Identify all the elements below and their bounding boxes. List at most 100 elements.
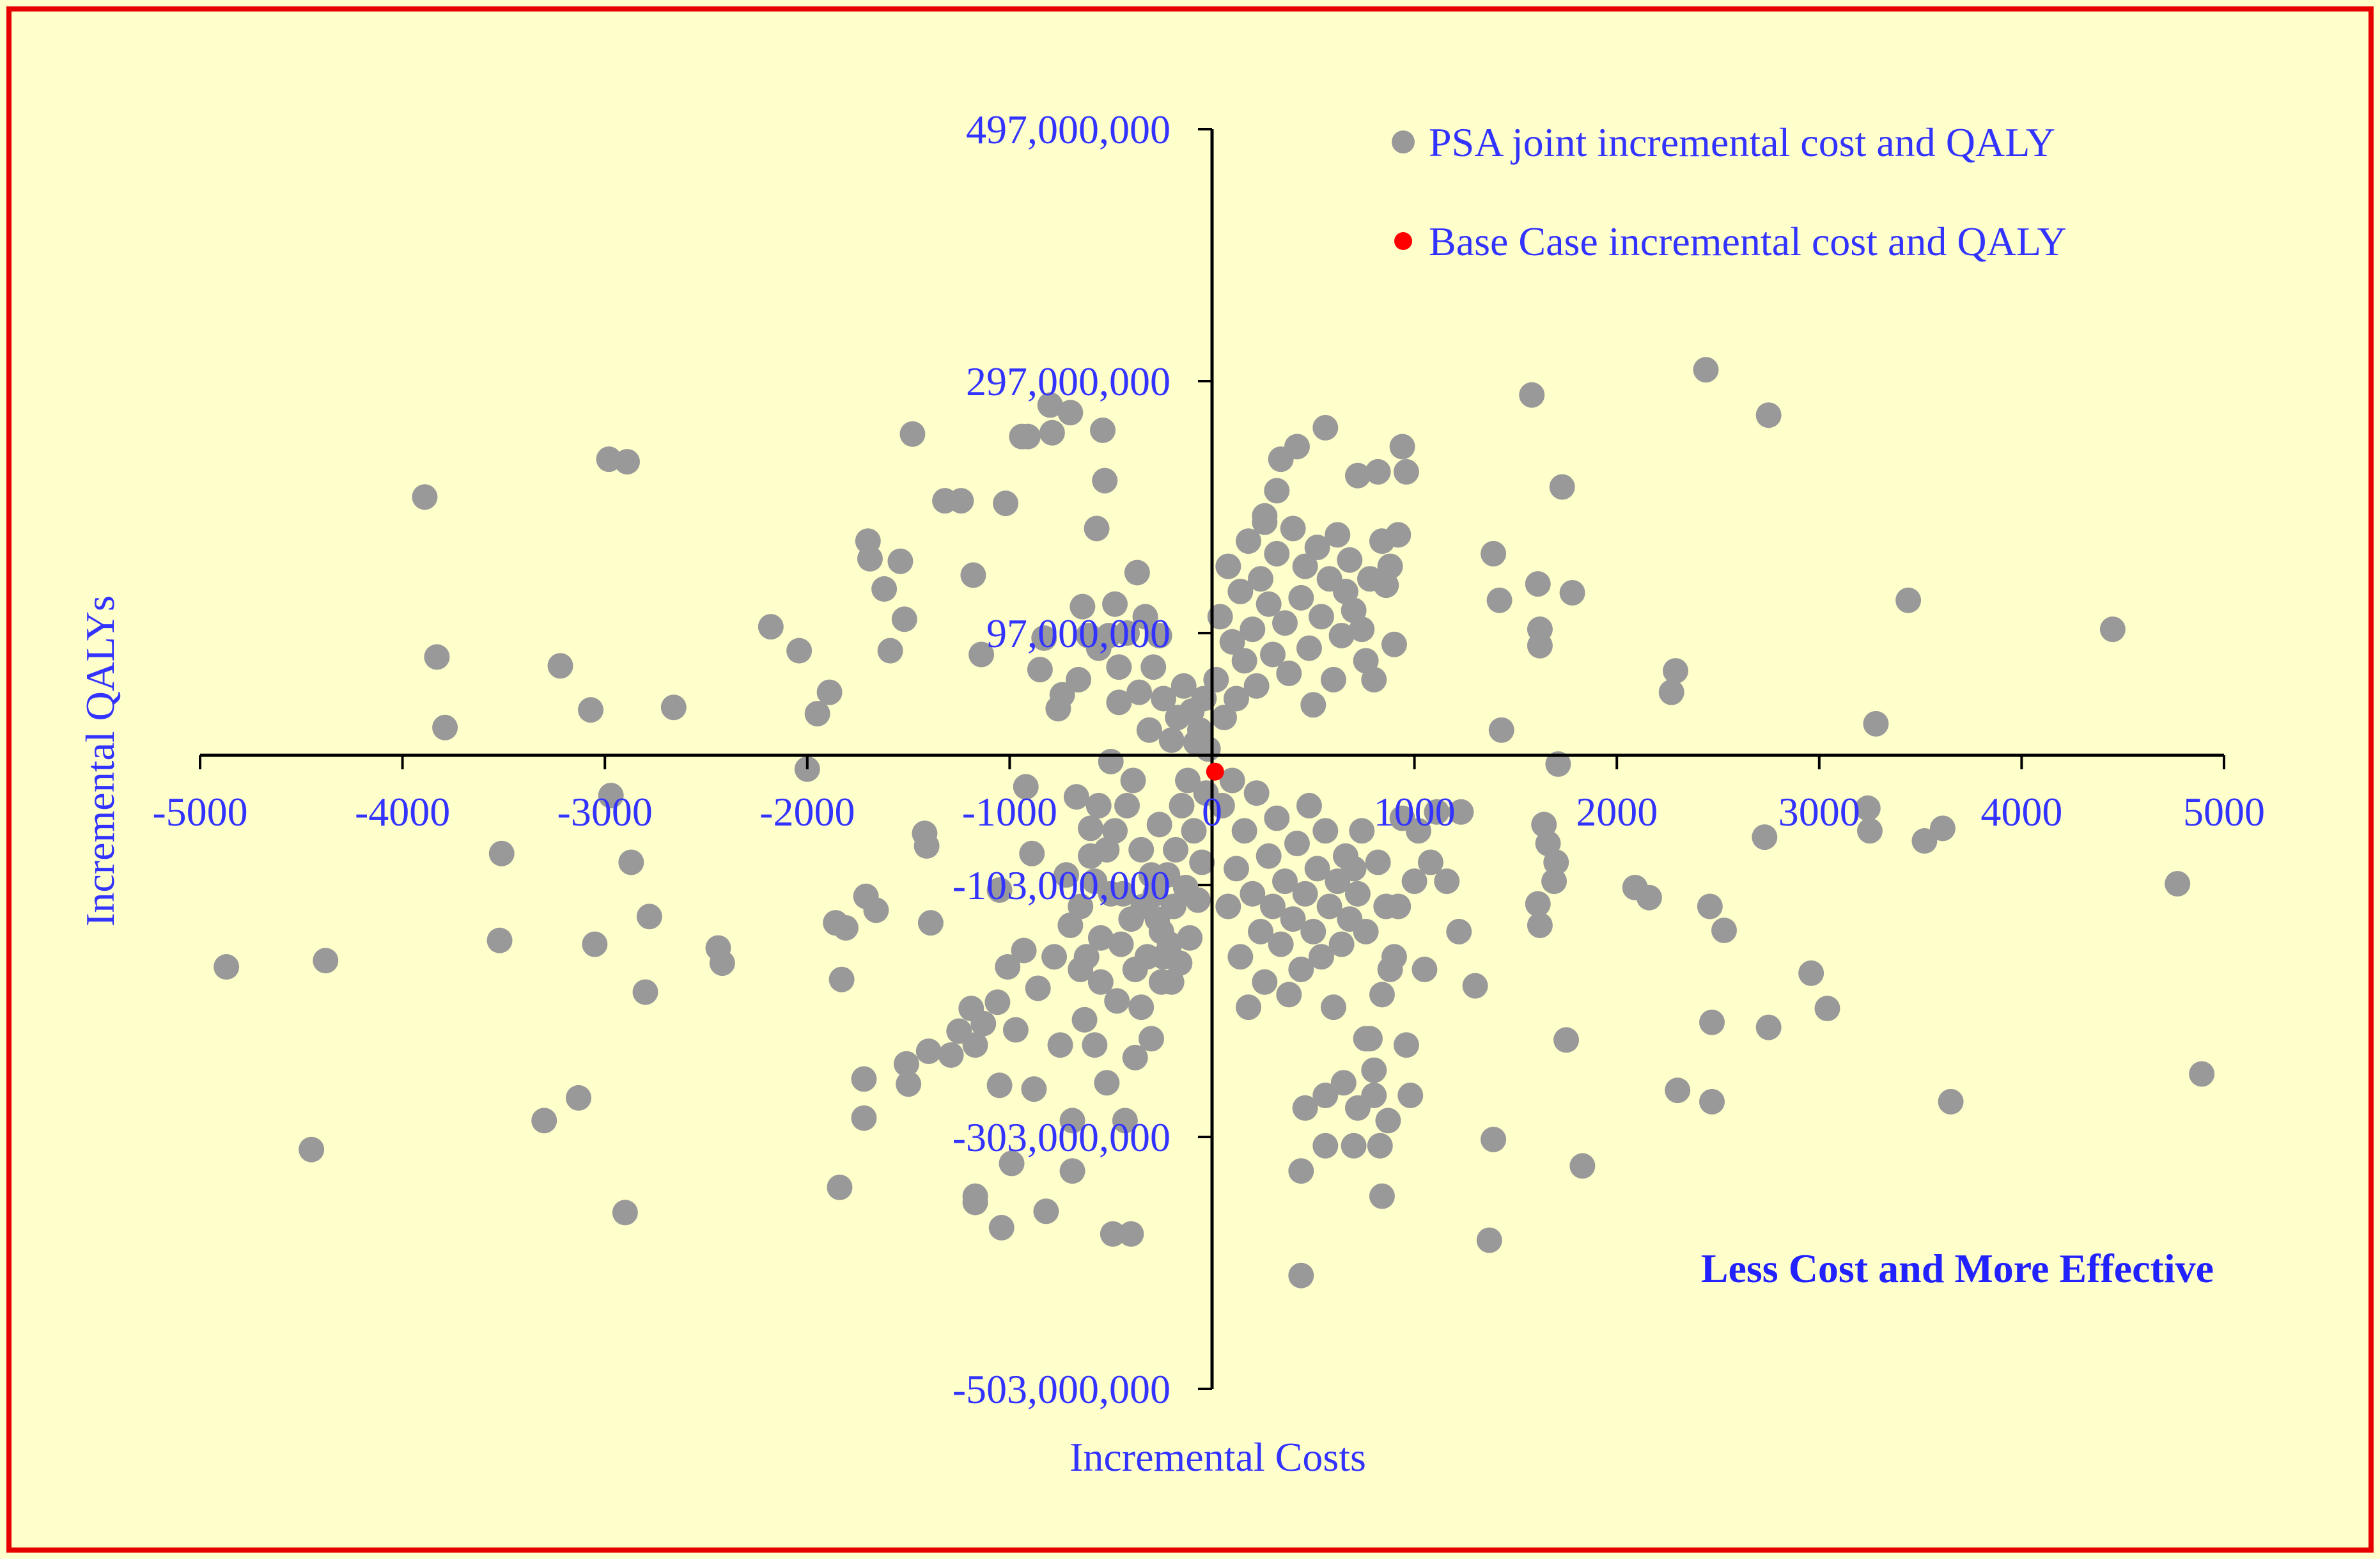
x-axis-ticks: -5000 -4000 -3000 -2000 -1000 0 1000 2000 3000 40…	[152, 755, 2265, 834]
psa-point	[618, 849, 644, 875]
psa-point	[1146, 811, 1172, 838]
psa-point	[1855, 795, 1881, 821]
psa-point	[1106, 689, 1132, 716]
psa-point	[1264, 805, 1290, 831]
psa-point	[1541, 868, 1567, 895]
psa-point	[1059, 1158, 1085, 1184]
psa-point	[1215, 553, 1241, 579]
psa-point	[962, 1032, 988, 1058]
psa-point	[1151, 944, 1177, 970]
psa-point	[1033, 1198, 1059, 1225]
x-tick-label: -3000	[557, 789, 653, 834]
x-tick-label: 2000	[1576, 789, 1658, 834]
psa-point	[1417, 849, 1443, 875]
psa-point	[896, 1071, 922, 1097]
psa-point	[1344, 881, 1371, 907]
psa-point	[1104, 988, 1130, 1014]
psa-point	[988, 1214, 1015, 1241]
psa-point	[984, 989, 1011, 1015]
psa-point	[1015, 423, 1041, 450]
psa-point	[1308, 944, 1334, 970]
psa-point	[1312, 818, 1339, 844]
psa-point	[1486, 587, 1513, 613]
psa-point	[1177, 925, 1203, 951]
psa-point	[1227, 578, 1254, 604]
psa-point	[1341, 856, 1367, 882]
psa-point	[1527, 913, 1553, 939]
psa-point	[488, 840, 515, 866]
psa-point	[1259, 641, 1286, 668]
psa-point	[1288, 956, 1314, 982]
psa-point	[1276, 661, 1302, 687]
psa-point	[1087, 925, 1114, 951]
psa-point	[1296, 635, 1322, 661]
psa-point	[1320, 666, 1346, 693]
legend-psa-marker	[1392, 130, 1415, 153]
psa-point	[1085, 792, 1112, 819]
psa-point	[1361, 1057, 1387, 1083]
psa-point	[863, 897, 889, 923]
psa-point	[1057, 913, 1084, 939]
psa-point	[1636, 884, 1662, 911]
psa-point	[1223, 685, 1249, 712]
psa-point	[1231, 648, 1257, 674]
psa-point	[2165, 871, 2191, 897]
legend-psa-label: PSA joint incremental cost and QALY	[1429, 120, 2055, 165]
psa-point	[1243, 673, 1270, 699]
psa-point	[1389, 434, 1415, 460]
psa-point	[1128, 994, 1155, 1021]
psa-point	[851, 1066, 877, 1092]
psa-point	[1863, 710, 1889, 737]
psa-point	[1292, 881, 1318, 907]
x-tick-label: 5000	[2183, 789, 2265, 834]
psa-point	[566, 1085, 592, 1111]
psa-point	[1019, 840, 1045, 866]
psa-point	[1102, 818, 1128, 844]
psa-point	[1169, 792, 1195, 819]
x-tick-label: -1000	[962, 789, 1057, 834]
psa-point	[1227, 944, 1254, 970]
psa-point	[1365, 849, 1391, 875]
psa-point	[1856, 818, 1883, 844]
psa-point	[1385, 522, 1412, 548]
psa-point	[1071, 1007, 1098, 1033]
psa-point	[1296, 792, 1322, 819]
psa-point	[1553, 1027, 1580, 1053]
x-tick-label: 4000	[1980, 789, 2062, 834]
psa-point	[1448, 799, 1474, 825]
psa-point	[1284, 830, 1310, 856]
psa-point	[1098, 748, 1124, 774]
psa-point	[1697, 893, 1723, 920]
x-tick-label: -2000	[759, 789, 855, 834]
base-case-layer	[1206, 762, 1224, 781]
psa-point	[917, 910, 944, 936]
psa-point	[1693, 357, 1719, 383]
psa-point	[899, 421, 926, 447]
psa-point	[1272, 610, 1298, 636]
psa-point	[1252, 503, 1278, 529]
psa-point	[1393, 1032, 1419, 1058]
psa-point	[1160, 893, 1186, 920]
psa-point	[960, 562, 986, 588]
psa-point	[816, 679, 843, 705]
chart-border	[6, 6, 2374, 1553]
psa-point	[1288, 1158, 1314, 1184]
psa-point	[970, 1010, 997, 1037]
psa-point	[1185, 887, 1211, 913]
psa-point	[1195, 736, 1221, 762]
psa-point	[1292, 553, 1318, 579]
psa-point	[1385, 893, 1412, 920]
psa-point	[660, 694, 687, 721]
psa-point	[1488, 717, 1514, 743]
psa-point	[214, 954, 240, 980]
psa-point	[1929, 815, 1956, 842]
psa-point	[1330, 1070, 1357, 1096]
psa-point	[1148, 918, 1174, 944]
psa-point	[1122, 956, 1148, 982]
psa-point	[893, 1051, 919, 1077]
psa-point	[1543, 849, 1569, 875]
psa-point	[1481, 540, 1507, 567]
psa-point	[1312, 1132, 1339, 1159]
psa-point	[1401, 868, 1427, 895]
